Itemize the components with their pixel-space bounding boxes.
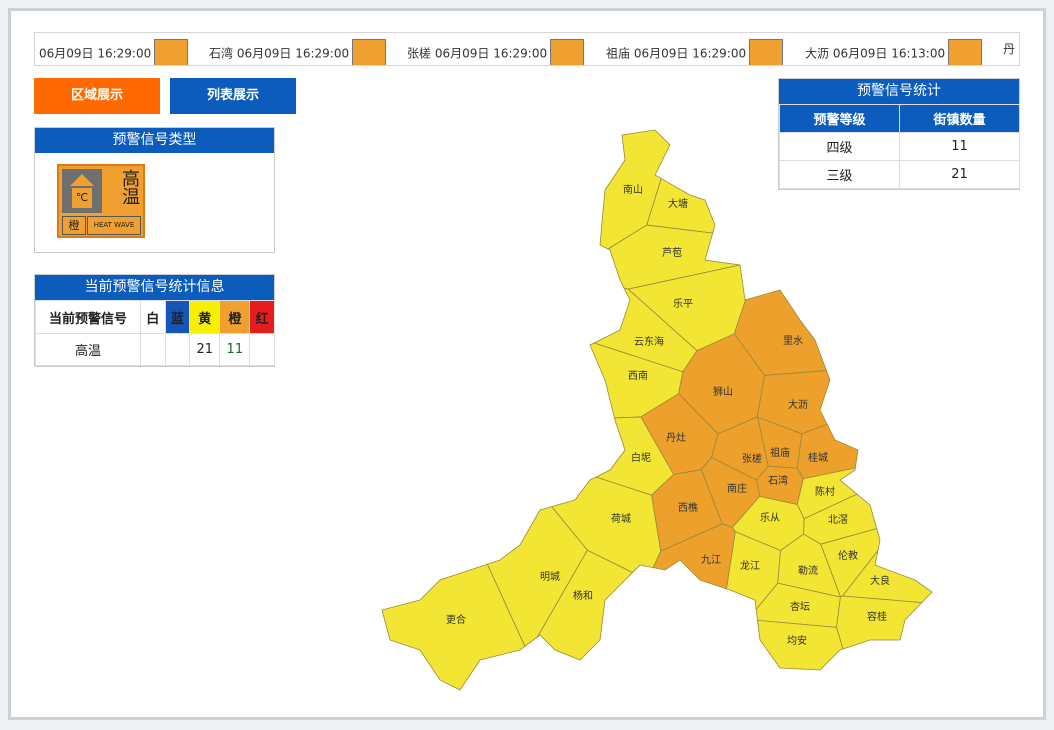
town-label: 陈村	[815, 485, 835, 498]
icon-level: 橙	[62, 216, 86, 235]
town-label: 桂城	[808, 451, 828, 464]
area-button[interactable]: 区域展示	[34, 78, 160, 114]
count-cell	[164, 333, 191, 366]
town-label: 云东海	[634, 335, 664, 348]
current-stats-table: 当前预警信号 白 蓝 黄 橙 红 高温 21 11	[35, 300, 275, 366]
town-label: 里水	[783, 335, 803, 347]
ticker-item: 大沥 06月09日 16:13:00	[805, 39, 983, 65]
ticker: 06月09日 16:29:00 石湾 06月09日 16:29:00 张槎 06月0…	[34, 32, 1020, 66]
town-area	[537, 549, 634, 661]
ticker-town: 祖庙	[606, 46, 631, 61]
town-label: 张槎	[742, 452, 762, 465]
town-label: 更合	[446, 613, 466, 626]
ticker-time: 06月09日 16:29:00	[633, 46, 747, 61]
ticker-item: 祖庙 06月09日 16:29:00	[606, 39, 784, 65]
ticker-item: 张槎 06月09日 16:29:00	[407, 39, 585, 65]
header-cell: 白	[140, 300, 166, 334]
town-label: 乐从	[760, 512, 780, 524]
count-cell	[249, 333, 275, 366]
ticker-town: 石湾	[209, 46, 234, 61]
ticker-item: 06月09日 16:29:00	[39, 39, 189, 65]
level-stats-panel: 预警信号统计 预警等级 街镇数量 四级 11 三级 21	[778, 78, 1020, 190]
town-area	[551, 476, 662, 574]
town-label: 西樵	[678, 501, 698, 514]
ticker-time: 06月09日 16:29:00	[39, 46, 152, 61]
ticker-time: 06月09日 16:13:00	[832, 46, 946, 61]
town-label: 白坭	[631, 451, 651, 464]
town-label: 丹灶	[666, 431, 686, 444]
town-label: 容桂	[867, 610, 887, 623]
town-label: 荷城	[611, 513, 631, 525]
town-label: 石湾	[768, 474, 788, 487]
icon-english: HEAT WAVE	[87, 216, 141, 235]
town-label: 均安	[787, 634, 807, 647]
panel-title: 当前预警信号统计信息	[35, 275, 274, 300]
header-cell: 黄	[189, 300, 221, 334]
town-label: 南山	[623, 183, 643, 196]
level-stats-table: 预警等级 街镇数量 四级 11 三级 21	[779, 104, 1020, 189]
town-label: 乐平	[673, 298, 693, 310]
header-cell: 街镇数量	[899, 104, 1020, 133]
town-label: 杨和	[573, 589, 593, 602]
ticker-item: 石湾 06月09日 16:29:00	[209, 39, 387, 65]
level-cell: 三级	[779, 160, 900, 189]
town-label: 明城	[540, 571, 560, 583]
count-cell	[140, 333, 166, 366]
town-label: 大塘	[668, 197, 688, 210]
town-label: 西南	[628, 369, 648, 382]
heatwave-icon[interactable]: ℃ 高温 橙 HEAT WAVE	[57, 164, 145, 238]
town-label: 伦教	[838, 549, 858, 562]
town-label: 南庄	[727, 482, 747, 495]
ticker-town: 丹	[1003, 42, 1016, 56]
ticker-icon	[352, 39, 387, 65]
count-cell: 11	[899, 132, 1020, 161]
ticker-icon	[154, 39, 189, 65]
town-label: 勒流	[798, 564, 818, 577]
town-label: 狮山	[713, 385, 733, 398]
town-area	[757, 619, 844, 671]
town-label: 杏坛	[790, 600, 810, 613]
ticker-item: 丹	[1003, 40, 1015, 57]
signal-type-panel: 预警信号类型 ℃ 高温 橙 HEAT WAVE	[34, 127, 275, 253]
town-area	[652, 523, 736, 590]
ticker-icon	[749, 39, 784, 65]
level-cell: 四级	[779, 132, 900, 161]
header-cell: 红	[249, 300, 275, 334]
panel-title: 预警信号统计	[779, 79, 1019, 104]
ticker-town: 张槎	[407, 46, 432, 61]
panel-title: 预警信号类型	[35, 128, 274, 153]
count-cell: 21	[899, 160, 1020, 189]
header-cell: 预警等级	[779, 104, 900, 133]
town-label: 芦苞	[662, 246, 682, 259]
ticker-town: 大沥	[805, 46, 830, 61]
town-label: 大良	[870, 574, 890, 587]
town-area	[381, 563, 526, 691]
ticker-icon	[948, 39, 983, 65]
header-cell: 蓝	[164, 300, 191, 334]
town-label: 大沥	[788, 398, 808, 411]
town-label: 九江	[701, 554, 721, 566]
signal-cell: 高温	[35, 333, 141, 366]
icon-name: 高温	[119, 169, 140, 205]
list-button[interactable]: 列表展示	[170, 78, 296, 114]
ticker-icon	[550, 39, 585, 65]
header-cell: 当前预警信号	[35, 300, 141, 334]
current-stats-panel: 当前预警信号统计信息 当前预警信号 白 蓝 黄 橙 红 高温 21 11	[34, 274, 275, 367]
icon-unit: ℃	[72, 188, 92, 208]
ticker-time: 06月09日 16:29:00	[236, 46, 350, 61]
town-label: 龙江	[740, 559, 760, 572]
town-label: 北滘	[828, 514, 848, 526]
header-cell: 橙	[219, 300, 251, 334]
count-cell: 11	[219, 333, 251, 366]
town-label: 祖庙	[770, 446, 790, 459]
ticker-time: 06月09日 16:29:00	[434, 46, 548, 61]
